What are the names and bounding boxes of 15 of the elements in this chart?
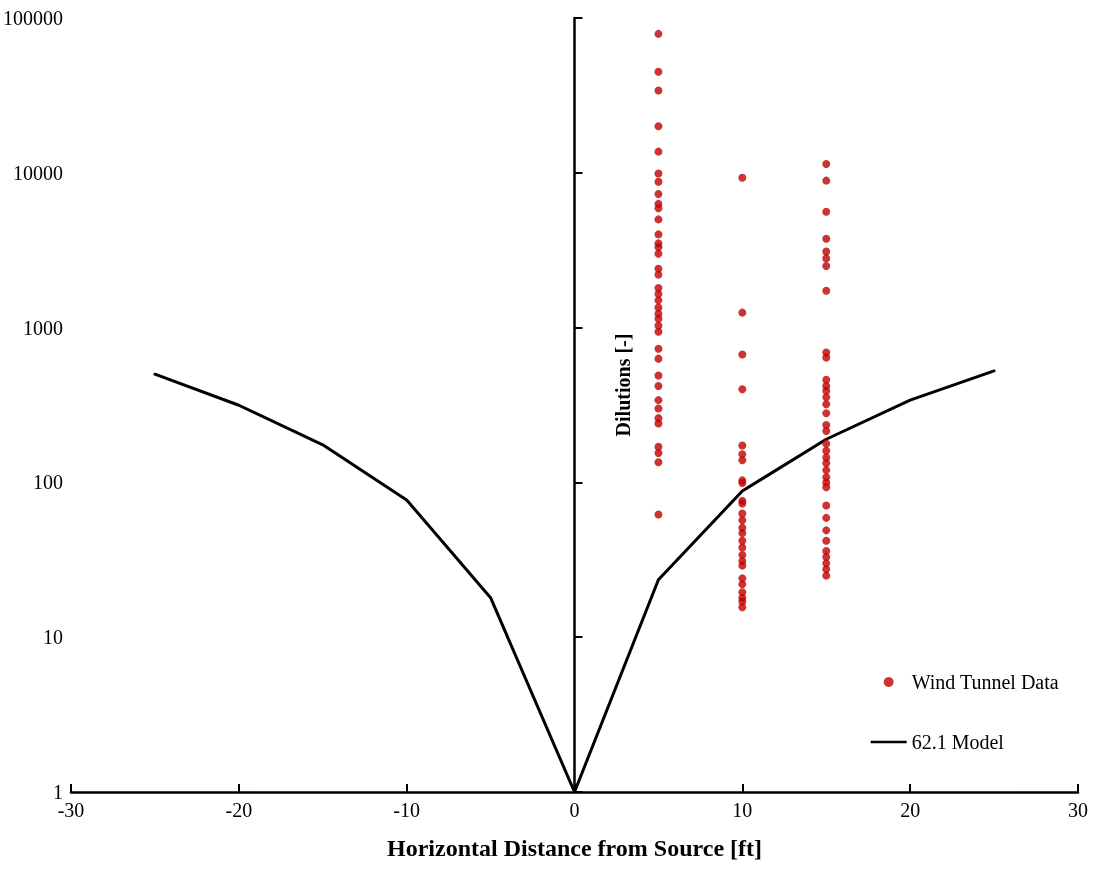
x-tick-label: 0 xyxy=(569,799,580,821)
x-tick-label: -10 xyxy=(393,799,420,821)
y-tick-label: 100000 xyxy=(3,7,63,29)
x-tick-label: 30 xyxy=(1068,799,1088,821)
x-tick-label: 10 xyxy=(732,799,753,821)
x-tick-label: -20 xyxy=(225,799,253,821)
y-axis-title: Dilutions [-] xyxy=(611,333,634,437)
y-tick-label: 10 xyxy=(43,626,63,649)
x-axis-title: Horizontal Distance from Source [ft] xyxy=(386,835,763,861)
legend-label: Wind Tunnel Data xyxy=(911,671,1059,693)
legend-label: 62.1 Model xyxy=(911,731,1005,753)
y-tick-label: 1000 xyxy=(23,316,63,339)
y-tick-label: 100 xyxy=(33,471,63,494)
y-tick-label: 10000 xyxy=(13,161,63,184)
x-tick-label: 20 xyxy=(900,799,921,821)
